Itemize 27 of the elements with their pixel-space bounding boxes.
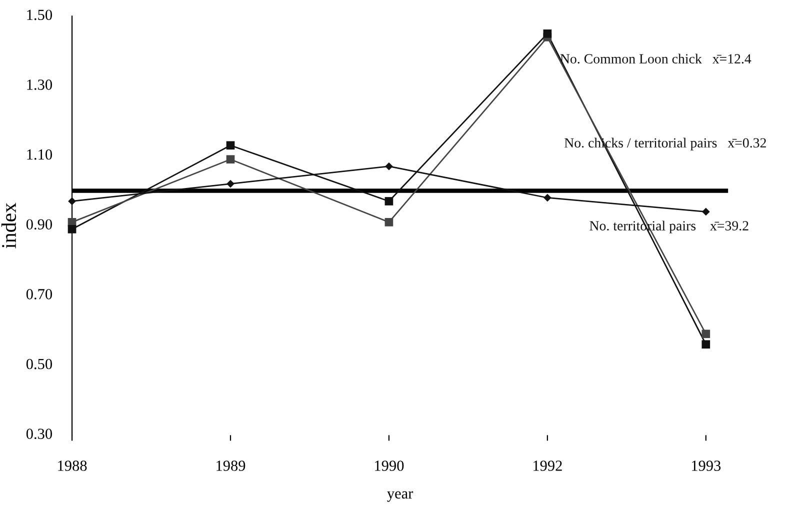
point [702, 340, 710, 349]
y-tick-label: 1.10 [27, 149, 52, 160]
point [226, 180, 234, 188]
y-tick-label: 0.70 [26, 289, 52, 300]
point [544, 194, 552, 202]
y-tick-label: 1.30 [27, 80, 52, 90]
x-tick-label: 1993 [692, 460, 721, 471]
y-tick-label: 0.50 [26, 358, 52, 370]
point [702, 330, 710, 338]
x-axis-title: year [387, 491, 414, 502]
point [543, 29, 552, 38]
y-tick-label: 0.90 [26, 219, 52, 230]
x-tick-label: 1990 [375, 460, 404, 471]
point [702, 208, 710, 216]
point [226, 155, 235, 164]
x-tick-label: 1988 [58, 460, 87, 471]
x-tick-label: 1992 [533, 460, 562, 471]
point [226, 141, 235, 150]
point [384, 218, 394, 226]
y-tick-label: 0.30 [26, 428, 52, 440]
y-tick-label: 1.50 [27, 10, 52, 20]
point [68, 225, 76, 234]
x-tick-label: 1989 [216, 460, 246, 471]
y-axis-title: index [1, 202, 16, 248]
point [68, 197, 76, 206]
point [384, 197, 394, 206]
point [385, 162, 393, 170]
